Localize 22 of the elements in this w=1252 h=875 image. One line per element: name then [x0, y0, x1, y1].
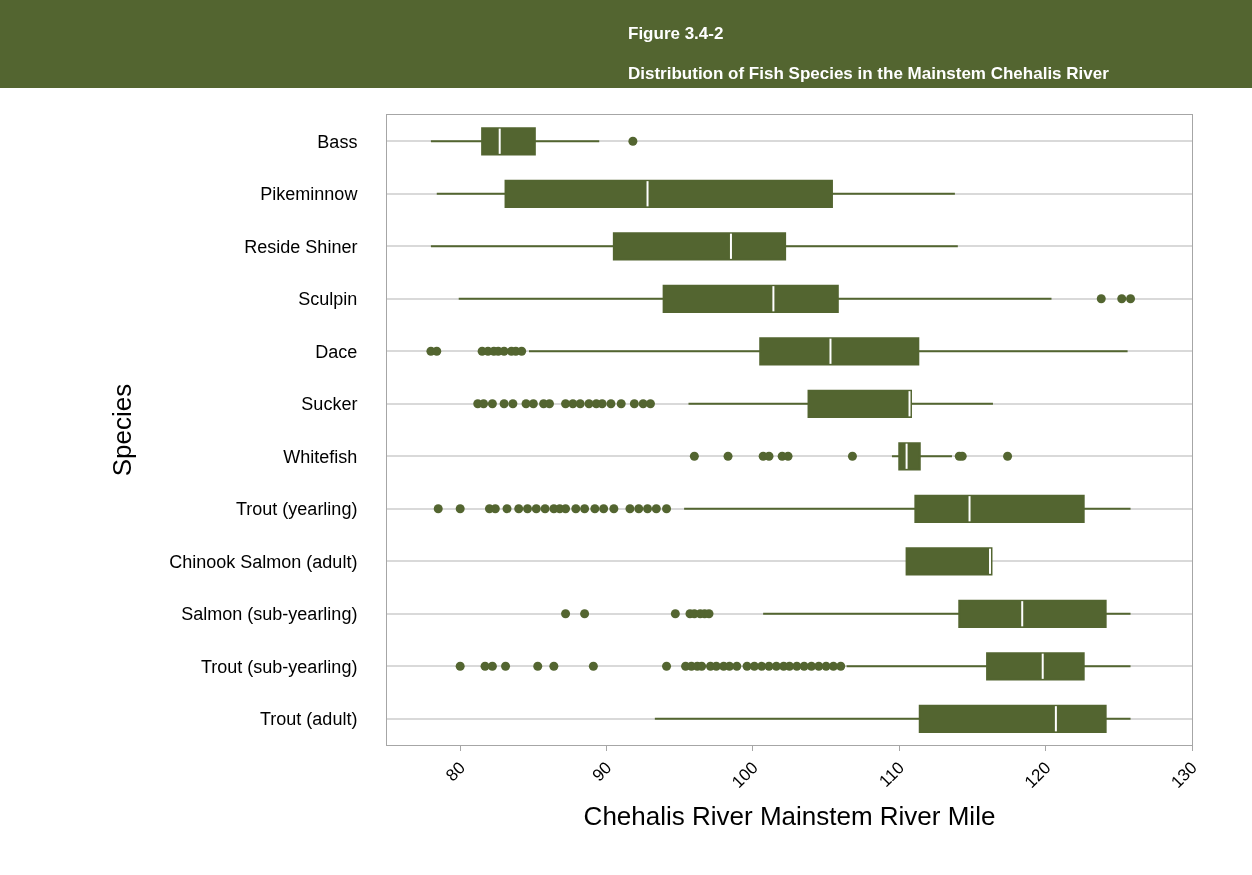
y-tick-label: Whitefish	[283, 446, 358, 467]
y-tick-label: Dace	[315, 341, 358, 362]
x-axis-title: Chehalis River Mainstem River Mile	[583, 800, 996, 831]
y-tick-label: Pikeminnow	[260, 184, 359, 205]
y-tick-label: Sculpin	[298, 289, 358, 310]
y-tick-label: Chinook Salmon (adult)	[169, 551, 358, 572]
y-tick-label: Salmon (sub-yearling)	[181, 604, 358, 625]
chart-title: Figure 3.4-2	[628, 24, 724, 43]
y-tick-label: Trout (yearling)	[236, 499, 358, 520]
x-tick-label: 80	[442, 758, 470, 786]
y-tick-label: Trout (adult)	[260, 709, 358, 730]
y-tick-label: Sucker	[301, 394, 358, 415]
x-tick-label: 110	[875, 758, 909, 791]
y-tick-label: Trout (sub-yearling)	[201, 656, 358, 677]
y-axis-title: Species	[106, 383, 137, 477]
x-tick-label: 130	[1167, 758, 1201, 792]
x-tick-label: 90	[588, 758, 616, 786]
y-tick-label: Bass	[317, 131, 358, 152]
y-tick-label: Reside Shiner	[244, 236, 358, 257]
chart-subtitle: Distribution of Fish Species in the Mainstem Chehalis River	[628, 64, 1110, 83]
x-tick-label: 120	[1020, 758, 1055, 792]
x-tick-label: 100	[728, 758, 762, 792]
